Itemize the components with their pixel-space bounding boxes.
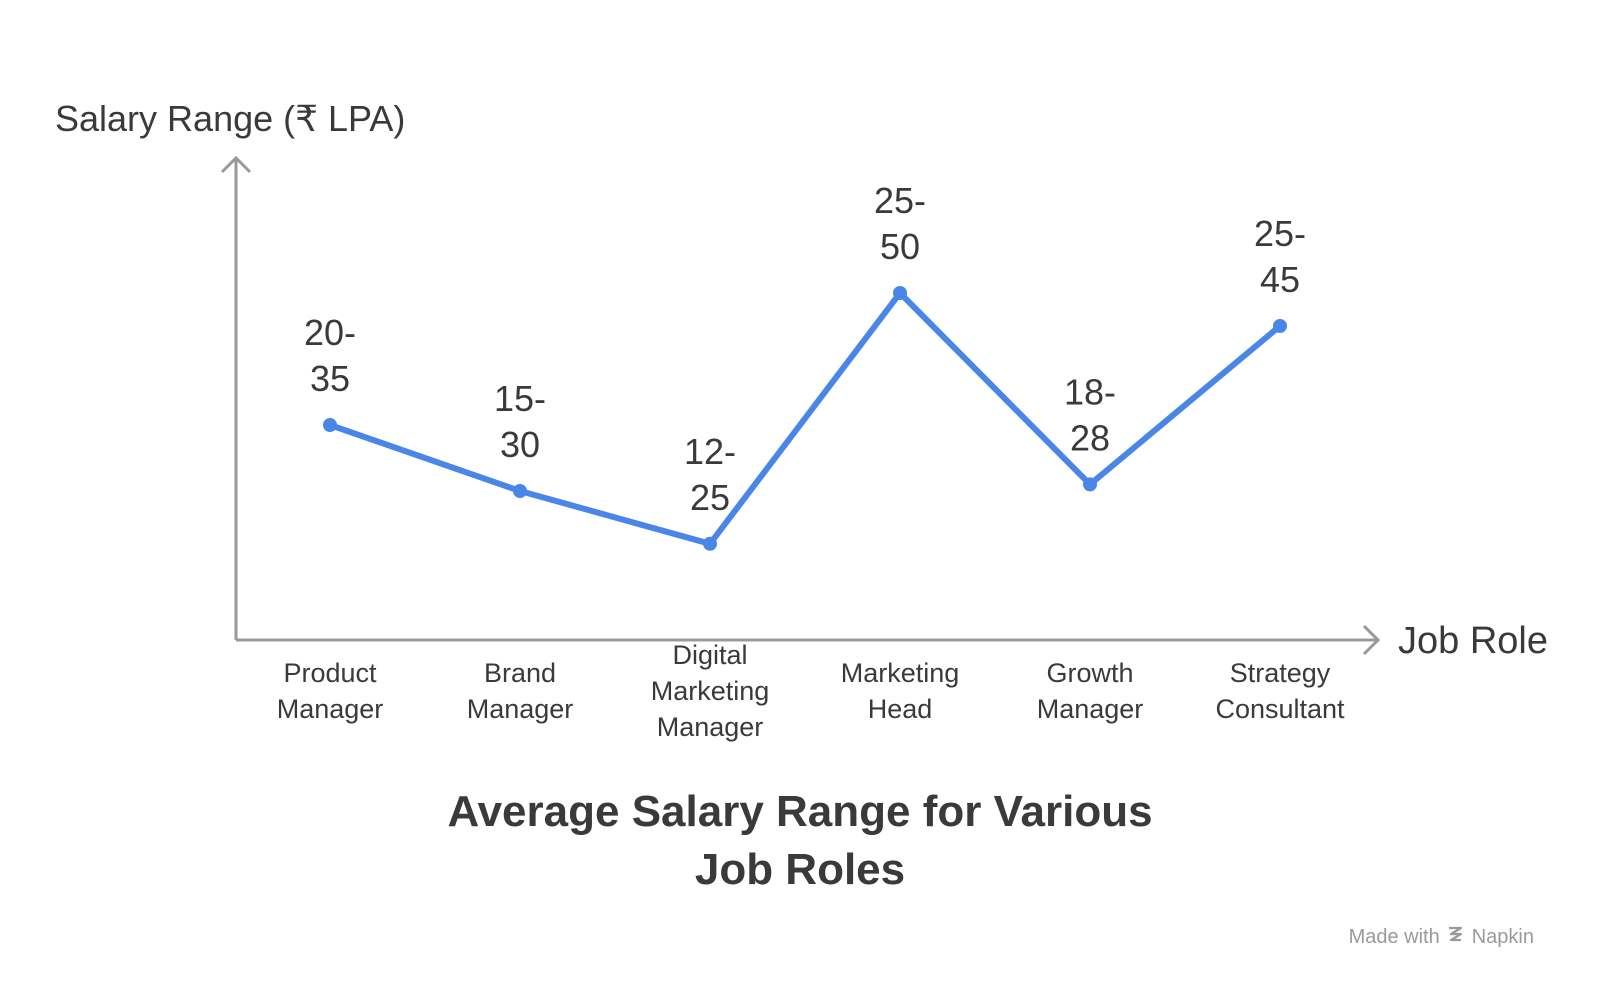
category-label: Growth Manager (1037, 658, 1144, 724)
data-label: 18-28 (1064, 371, 1116, 458)
chart-title-line-2: Job Roles (695, 845, 905, 894)
data-point (323, 418, 337, 432)
data-point (513, 484, 527, 498)
data-point (703, 536, 717, 551)
series-layer (323, 286, 1287, 551)
x-axis-arrow (1362, 624, 1381, 656)
data-labels: 20-35 15-30 12-25 25-50 18-28 25-45 (304, 180, 1306, 518)
data-label: 15-30 (494, 378, 546, 465)
y-axis-label: Salary Range (₹ LPA) (55, 98, 405, 139)
category-label: Marketing Head (841, 658, 960, 724)
data-label: 20-35 (304, 312, 356, 399)
data-label: 25-45 (1254, 213, 1306, 300)
chart-title: Average Salary Range for Various (447, 787, 1152, 836)
series-line (327, 290, 1283, 547)
data-point (893, 286, 907, 300)
category-label: Digital Marketing Manager (651, 640, 770, 742)
data-point (1083, 477, 1097, 492)
category-label: Brand Manager (467, 658, 574, 724)
watermark-prefix: Made with (1348, 925, 1440, 948)
data-label: 12-25 (684, 431, 736, 518)
data-label: 25-50 (874, 180, 926, 267)
category-label: Strategy Consultant (1215, 658, 1345, 724)
category-labels: Product Manager Brand Manager Digital Marketi… (277, 640, 1345, 742)
x-axis-label: Job Role (1398, 620, 1548, 662)
data-point (1273, 319, 1287, 333)
watermark-brand: Napkin (1471, 925, 1534, 948)
napkin-logo-icon (1446, 924, 1466, 950)
watermark: Made with Napkin (1349, 924, 1534, 950)
y-axis-arrow (220, 155, 252, 174)
category-label: Product Manager (277, 658, 384, 724)
